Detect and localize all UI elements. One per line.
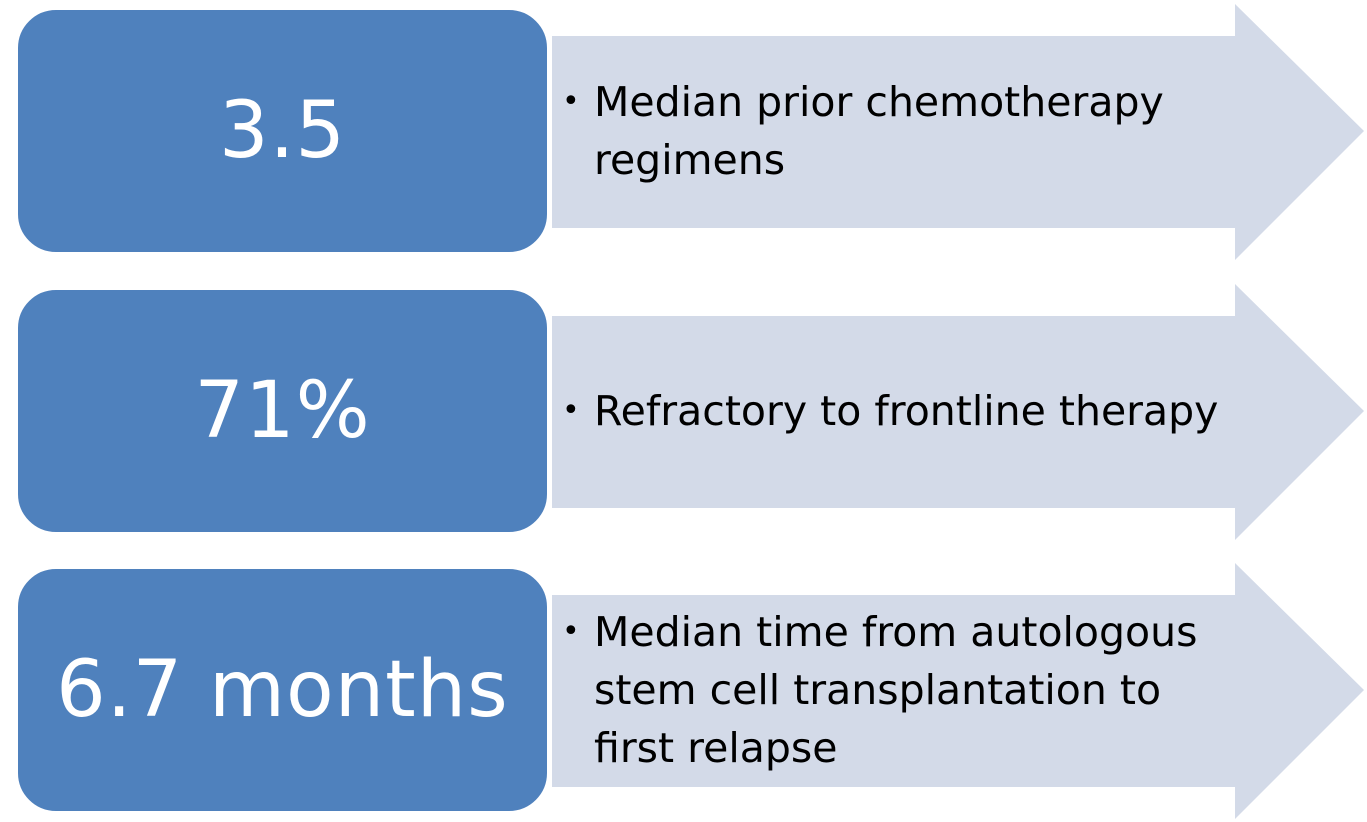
bullet-list: • Refractory to frontline therapy: [562, 280, 1262, 542]
value-box: 3.5: [16, 8, 549, 254]
arrow-shape: [552, 284, 1364, 540]
row-2: 71% • Refractory to frontline therapy: [0, 280, 1367, 542]
bullet-list: • Median prior chemotherapy regimens: [562, 0, 1262, 262]
value-text: 71%: [194, 366, 371, 456]
bullet-dot-icon: •: [562, 393, 580, 428]
bullet-text: Median prior chemotherapy regimens: [594, 78, 1164, 184]
bullet-dot-icon: •: [562, 84, 580, 119]
bullet-item: • Median prior chemotherapy regimens: [562, 73, 1254, 189]
row-1: 3.5 • Median prior chemotherapy regimens: [0, 0, 1367, 262]
value-box: 6.7 months: [16, 567, 549, 813]
bullet-text: Median time from autologous stem cell tr…: [594, 608, 1198, 772]
bullet-list: • Median time from autologous stem cell …: [562, 559, 1262, 821]
bullet-item: • Refractory to frontline therapy: [562, 382, 1218, 440]
value-box: 71%: [16, 288, 549, 534]
bullet-text: Refractory to frontline therapy: [594, 387, 1219, 435]
bullet-dot-icon: •: [562, 614, 580, 649]
bullet-item: • Median time from autologous stem cell …: [562, 603, 1254, 777]
value-text: 3.5: [218, 86, 347, 176]
arrow-shape: [552, 563, 1364, 819]
value-text: 6.7 months: [56, 645, 509, 735]
arrow-shape: [552, 4, 1364, 260]
row-3: 6.7 months • Median time from autologous…: [0, 559, 1367, 821]
